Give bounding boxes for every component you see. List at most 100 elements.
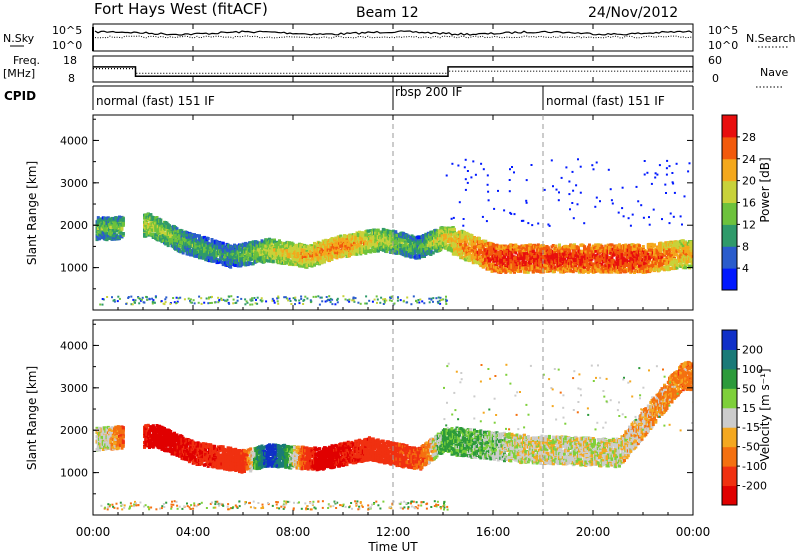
echo-cell	[254, 257, 258, 261]
echo-cell	[366, 247, 370, 251]
echo-cell	[418, 235, 421, 239]
echo-cell	[546, 246, 550, 250]
echo-cell	[514, 255, 518, 260]
echo-cell	[310, 244, 314, 248]
echo-cell	[376, 248, 380, 252]
cpid-segment-2: rbsp 200 IF	[395, 85, 462, 99]
echo-cell	[310, 257, 314, 261]
echo-cell	[145, 219, 149, 223]
echo-cell	[508, 249, 511, 253]
echo-cell	[280, 244, 284, 248]
echo-cell	[446, 235, 450, 239]
echo-cell	[198, 234, 201, 238]
echo-cell	[145, 230, 149, 235]
echo-cell	[511, 243, 515, 248]
echo-cell	[435, 239, 439, 243]
echo-cell	[494, 269, 498, 273]
echo-cell	[366, 229, 370, 233]
echo-cell	[449, 234, 453, 238]
echo-cell	[463, 238, 466, 242]
echo-cell	[121, 217, 125, 221]
echo-cell	[549, 249, 553, 253]
echo-cell	[391, 238, 395, 242]
echo-cell	[376, 228, 380, 232]
echo-cell	[476, 253, 480, 257]
echo-cell	[255, 259, 259, 263]
echo-cell	[166, 241, 170, 246]
echo-cell	[98, 220, 101, 224]
echo-cell	[199, 249, 203, 253]
echo-cell	[484, 239, 488, 243]
echo-cell	[476, 257, 480, 262]
echo-cell	[395, 233, 399, 237]
echo-cell	[223, 246, 226, 250]
echo-cell	[345, 249, 349, 253]
echo-cell	[465, 240, 469, 244]
echo-cell	[356, 248, 360, 252]
echo-cell	[516, 259, 520, 263]
echo-cell	[224, 255, 228, 259]
freq-unit: [MHz]	[3, 67, 35, 80]
nsky-line	[94, 30, 693, 36]
echo-cell	[411, 237, 415, 241]
echo-cell	[424, 232, 428, 236]
echo-cell	[490, 252, 494, 256]
echo-cell	[289, 261, 293, 266]
echo-cell	[404, 242, 408, 246]
echo-cell	[471, 255, 475, 259]
echo-cell	[458, 249, 461, 253]
echo-cell	[509, 270, 513, 274]
echo-cell	[535, 248, 539, 252]
echo-cell	[449, 246, 453, 250]
echo-cell	[270, 250, 274, 254]
echo-cell	[103, 221, 106, 225]
echo-cell	[443, 231, 446, 235]
echo-cell	[495, 253, 499, 257]
echo-cell	[551, 244, 555, 248]
echo-cell	[463, 230, 466, 235]
echo-cell	[418, 249, 421, 253]
echo-cell	[266, 259, 270, 263]
echo-cell	[521, 244, 525, 248]
echo-cell	[464, 236, 468, 240]
echo-cell	[240, 250, 244, 255]
echo-cell	[528, 246, 531, 250]
echo-cell	[478, 251, 481, 255]
echo-cell	[451, 245, 455, 249]
echo-cell	[524, 263, 528, 267]
echo-cell	[453, 247, 456, 251]
echo-cell	[526, 258, 530, 262]
echo-cell	[206, 256, 210, 260]
echo-cell	[544, 266, 548, 271]
echo-cell	[548, 258, 551, 262]
echo-cell	[259, 252, 263, 257]
echo-cell	[220, 252, 224, 256]
freq-line	[93, 66, 693, 78]
echo-cell	[490, 269, 494, 273]
echo-cell	[480, 250, 484, 254]
echo-cell	[456, 235, 460, 239]
echo-cell	[460, 232, 464, 236]
echo-cell	[556, 249, 560, 253]
echo-cell	[476, 242, 480, 246]
echo-cell	[320, 247, 324, 251]
echo-cell	[491, 245, 495, 250]
echo-cell	[310, 264, 314, 268]
nave-line	[93, 67, 693, 74]
echo-cell	[175, 238, 179, 242]
echo-cell	[219, 244, 223, 248]
echo-cell	[264, 253, 268, 257]
echo-cell	[229, 261, 233, 265]
echo-cell	[530, 264, 534, 268]
echo-cell	[451, 226, 455, 230]
echo-cell	[256, 246, 260, 250]
echo-cell	[179, 231, 183, 236]
echo-cell	[484, 263, 488, 267]
nsky-label: N.Sky	[3, 32, 35, 45]
echo-cell	[345, 239, 349, 243]
echo-cell	[454, 232, 458, 236]
echo-cell	[178, 248, 181, 252]
echo-cell	[404, 244, 408, 248]
echo-cell	[470, 236, 474, 240]
